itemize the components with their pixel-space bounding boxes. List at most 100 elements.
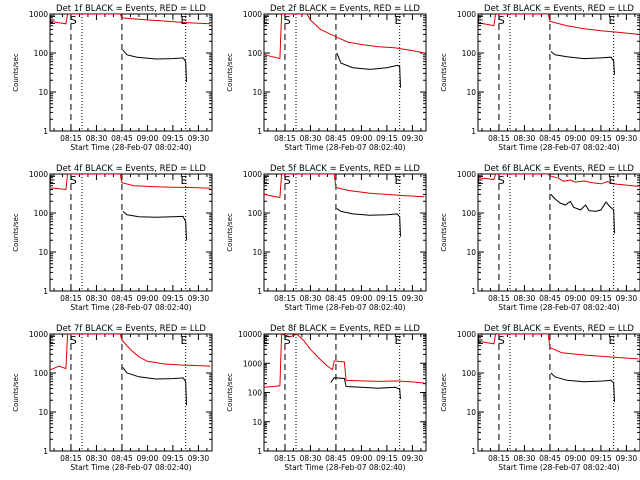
x-axis-label: Start Time (28-Feb-07 08:02:40) [284,303,405,312]
events-series-line [550,372,615,403]
x-tick-label: 09:15 [590,454,612,463]
x-tick-label: 09:30 [616,134,638,143]
y-tick-label: 10 [38,88,48,97]
y-tick-label: 1 [43,127,48,136]
x-tick-label: 09:15 [590,294,612,303]
segment-marker-label: S [70,174,77,187]
x-tick-label: 08:30 [514,134,536,143]
events-series-line [336,52,401,88]
chart-panel-8: Det 8f BLACK = Events, RED = LLD 1 10 100 10… [226,324,427,472]
x-tick-label: 09:30 [402,134,424,143]
plot-frame [49,173,213,292]
y-tick-label: 1000 [243,170,262,179]
y-tick-label: 100 [248,389,263,398]
y-tick-label: 100 [248,209,263,218]
events-series-line [550,194,615,234]
y-tick-label: 10 [466,248,476,257]
x-tick-label: 09:30 [188,134,210,143]
x-axis-label: Start Time (28-Feb-07 08:02:40) [70,303,191,312]
chart-panel-9: Det 9f BLACK = Events, RED = LLD 1 10 100 10… [440,324,640,472]
x-tick-label: 08:30 [514,454,536,463]
plot-frame [49,333,213,452]
segment-marker-label: S [284,174,291,187]
chart-panel-7: Det 7f BLACK = Events, RED = LLD 1 10 100 10… [12,324,213,472]
y-tick-label: 10 [466,408,476,417]
events-series-line [122,211,187,241]
plot-frame [263,173,427,292]
chart-title: Det 8f BLACK = Events, RED = LLD [270,324,420,334]
x-tick-label: 09:00 [351,294,373,303]
y-tick-label: 10000 [238,330,262,339]
x-tick-label: 09:30 [188,454,210,463]
chart-panel-4: Det 4f BLACK = Events, RED = LLD 1 10 100 10… [12,164,213,312]
chart-title: Det 3f BLACK = Events, RED = LLD [484,4,634,14]
x-tick-label: 09:30 [402,294,424,303]
x-tick-label: 08:45 [539,454,561,463]
x-tick-label: 08:45 [539,294,561,303]
segment-marker-label: E [477,334,484,347]
lld-series-line [478,174,639,187]
x-axis-label: Start Time (28-Feb-07 08:02:40) [498,143,619,152]
y-tick-label: 1000 [457,10,476,19]
y-tick-label: 10 [252,418,262,427]
events-series-line [330,377,401,400]
segment-marker-label: E [394,14,401,27]
y-axis-label: Counts/sec [12,53,20,92]
segment-marker-label: E [180,174,187,187]
x-tick-label: 09:30 [616,294,638,303]
lld-series-line [50,334,211,371]
y-tick-label: 1000 [457,170,476,179]
x-tick-label: 09:00 [565,134,587,143]
segment-marker-label: E [394,334,401,347]
lld-series-line [264,334,425,388]
x-tick-label: 08:45 [111,294,133,303]
x-tick-label: 09:00 [565,454,587,463]
segment-marker-label: S [70,334,77,347]
segment-marker-label: E [180,14,187,27]
y-tick-label: 1 [471,127,476,136]
x-tick-label: 08:15 [60,294,82,303]
x-tick-label: 08:30 [514,294,536,303]
chart-title: Det 1f BLACK = Events, RED = LLD [56,4,206,14]
y-axis-label: Counts/sec [226,213,234,252]
x-tick-label: 08:45 [111,454,133,463]
lld-series-line [50,14,211,25]
chart-panel-2: Det 2f BLACK = Events, RED = LLD 1 10 100 10… [226,4,427,152]
y-tick-label: 100 [34,369,49,378]
x-tick-label: 08:45 [111,134,133,143]
y-tick-label: 1000 [243,359,262,368]
x-tick-label: 09:00 [351,134,373,143]
x-tick-label: 08:15 [488,294,510,303]
lld-series-line [478,334,639,360]
x-tick-label: 09:00 [137,454,159,463]
x-tick-label: 08:45 [325,134,347,143]
y-axis-label: Counts/sec [440,53,448,92]
chart-title: Det 2f BLACK = Events, RED = LLD [270,4,420,14]
x-axis-label: Start Time (28-Feb-07 08:02:40) [70,143,191,152]
y-tick-label: 100 [34,209,49,218]
y-tick-label: 10 [252,248,262,257]
plot-frame [477,13,640,132]
y-tick-label: 100 [462,369,477,378]
segment-marker-label: E [477,14,484,27]
x-tick-label: 09:00 [351,454,373,463]
x-tick-label: 08:15 [488,454,510,463]
y-tick-label: 1 [471,447,476,456]
segment-marker-label: E [49,14,56,27]
y-tick-label: 1 [43,447,48,456]
y-tick-label: 1000 [29,330,48,339]
x-tick-label: 09:15 [376,134,398,143]
events-series-line [550,51,615,75]
x-tick-label: 08:30 [86,454,108,463]
chart-panel-5: Det 5f BLACK = Events, RED = LLD 1 10 100 10… [226,164,427,312]
x-axis-label: Start Time (28-Feb-07 08:02:40) [284,463,405,472]
x-tick-label: 08:30 [86,294,108,303]
segment-marker-label: S [498,334,505,347]
x-tick-label: 09:00 [565,294,587,303]
segment-marker-label: E [608,174,615,187]
x-tick-label: 09:30 [188,294,210,303]
y-axis-label: Counts/sec [226,53,234,92]
y-tick-label: 1 [471,287,476,296]
y-tick-label: 100 [462,209,477,218]
